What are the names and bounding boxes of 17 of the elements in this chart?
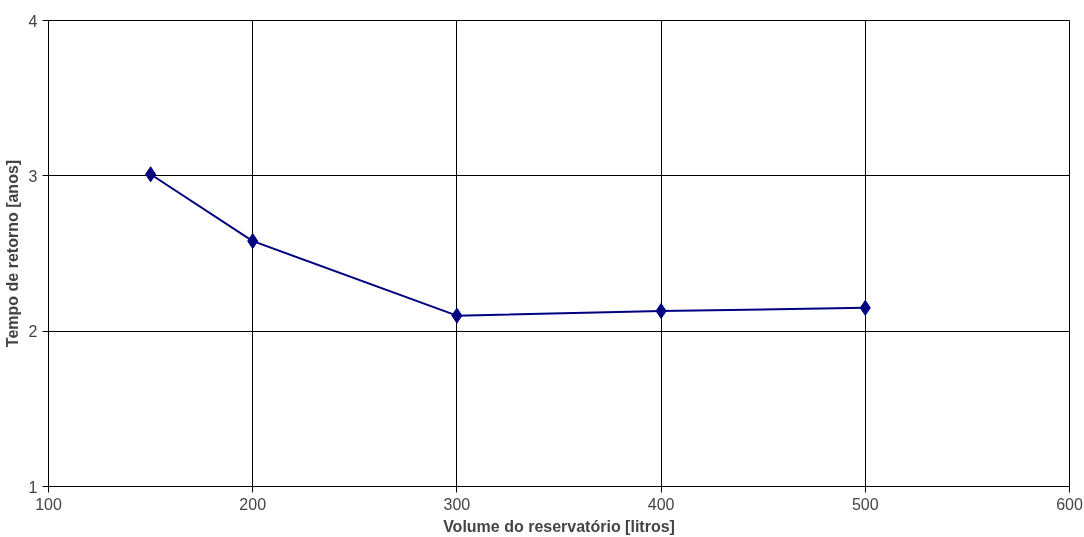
y-tick-label: 3 bbox=[28, 167, 38, 185]
x-tick-label: 500 bbox=[851, 495, 879, 513]
y-tick-label: 1 bbox=[28, 478, 38, 496]
point bbox=[655, 302, 667, 319]
y-tick-label: 2 bbox=[28, 323, 38, 341]
x-tick-label: 200 bbox=[239, 495, 267, 513]
y-tick-label: 4 bbox=[28, 12, 38, 30]
x-tick-label: 600 bbox=[1056, 495, 1083, 513]
x-tick-label: 400 bbox=[647, 495, 675, 513]
point bbox=[145, 166, 157, 183]
y-axis-title: Tempo de retorno [anos] bbox=[3, 159, 21, 348]
x-tick-label: 100 bbox=[35, 495, 62, 513]
x-tick-label: 300 bbox=[443, 495, 471, 513]
point bbox=[859, 299, 871, 316]
x-axis-title: Volume do reservatório [litros] bbox=[443, 517, 675, 535]
point bbox=[451, 307, 463, 324]
point bbox=[247, 233, 259, 250]
